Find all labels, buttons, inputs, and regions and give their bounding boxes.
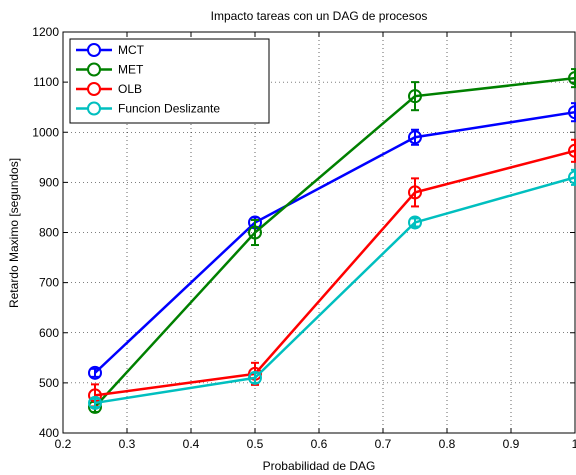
y-tick-label: 600 <box>39 326 59 340</box>
data-point <box>568 71 576 86</box>
x-tick-label: 0.9 <box>503 437 520 451</box>
legend-label: Funcion Deslizante <box>118 102 220 116</box>
x-tick-label: 0.2 <box>55 437 72 451</box>
data-point <box>88 395 102 410</box>
data-point <box>408 215 422 230</box>
data-point <box>568 170 576 185</box>
series-line <box>94 76 576 408</box>
x-tick-label: 1 <box>572 437 576 451</box>
x-tick-label: 0.5 <box>247 437 264 451</box>
series-line <box>94 149 576 397</box>
legend-label: MET <box>118 63 144 77</box>
data-point <box>568 105 576 120</box>
series-line <box>94 110 576 374</box>
legend-marker <box>87 82 101 96</box>
x-axis-label: Probabilidad de DAG <box>263 459 376 473</box>
legend-marker <box>87 43 101 57</box>
y-tick-label: 400 <box>39 426 59 440</box>
chart-title: Impacto tareas con un DAG de procesos <box>211 9 428 23</box>
x-tick-label: 0.3 <box>119 437 136 451</box>
y-tick-label: 900 <box>39 175 59 189</box>
x-tick-label: 0.8 <box>439 437 456 451</box>
y-axis-label: Retardo Maximo [segundos] <box>7 158 21 308</box>
legend-label: MCT <box>118 43 145 57</box>
y-tick-label: 700 <box>39 276 59 290</box>
legend: MCT MET OLB Funcion Deslizante <box>69 38 270 124</box>
data-point <box>408 185 422 200</box>
series-line <box>94 176 576 405</box>
y-tick-label: 1000 <box>32 125 59 139</box>
data-point <box>408 130 422 145</box>
x-tick-label: 0.7 <box>375 437 392 451</box>
legend-marker <box>87 101 101 116</box>
data-point <box>248 225 262 240</box>
y-tick-label: 500 <box>39 376 59 390</box>
axis-ticks: 0.2 0.3 0.4 0.5 0.6 0.7 0.8 0.9 1 400 500 600 700 800… <box>32 25 576 451</box>
x-tick-label: 0.6 <box>311 437 328 451</box>
x-tick-label: 0.4 <box>183 437 200 451</box>
legend-label: OLB <box>118 82 142 96</box>
series-lines <box>88 68 576 414</box>
data-point <box>408 89 422 104</box>
data-point <box>88 365 102 380</box>
y-tick-label: 1200 <box>32 25 59 39</box>
y-tick-label: 1100 <box>33 75 59 89</box>
legend-marker <box>87 62 101 77</box>
data-point <box>248 370 262 385</box>
y-tick-label: 800 <box>39 226 59 240</box>
data-point <box>568 143 576 158</box>
